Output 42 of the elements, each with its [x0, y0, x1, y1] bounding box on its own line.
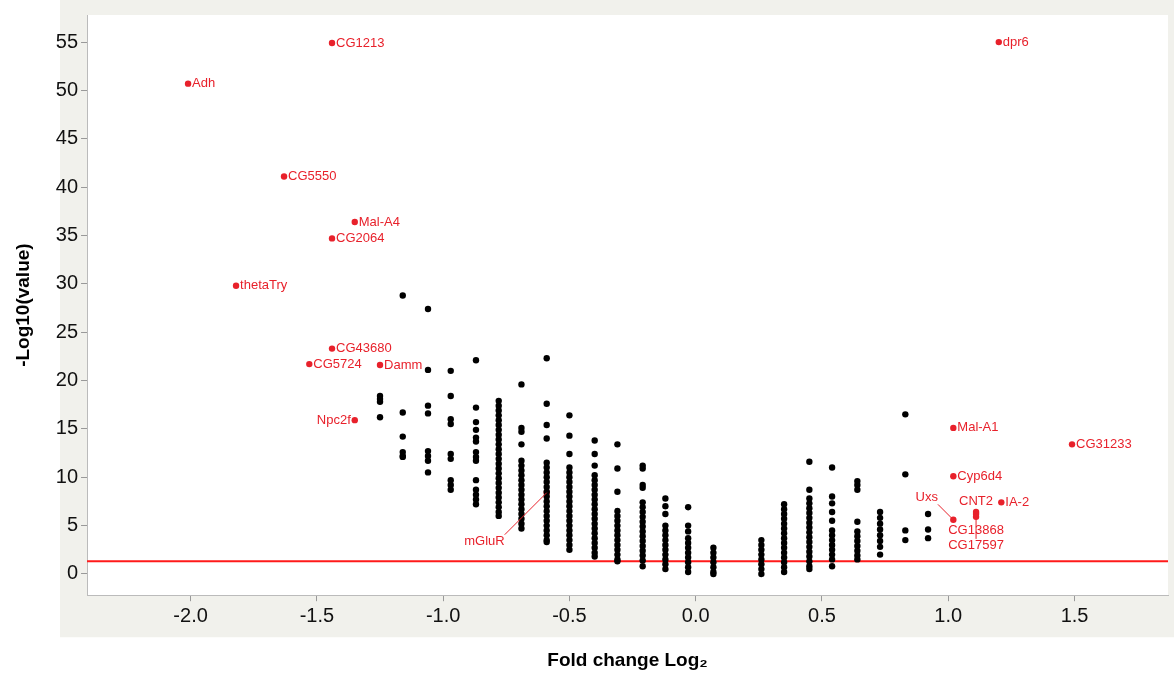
- x-tick-label: -0.5: [552, 603, 587, 626]
- annotation: Damm: [384, 356, 423, 372]
- y-tick-label: 55: [55, 29, 79, 52]
- annotation: Cyp6d4: [957, 467, 1003, 483]
- y-tick-label: 25: [55, 319, 79, 342]
- annotation: CG13868: [948, 522, 1004, 538]
- y-tick-label: 0: [66, 561, 79, 584]
- annotation: IA-2: [1005, 493, 1030, 509]
- y-axis-title: -Log10(value): [11, 243, 33, 367]
- annotation: CNT2: [959, 493, 994, 509]
- annotation: CG5550: [288, 168, 337, 184]
- annotation: CG2064: [336, 229, 385, 245]
- y-tick-label: 35: [55, 222, 79, 245]
- annotation: thetaTry: [240, 277, 288, 293]
- annotation: Uxs: [915, 489, 939, 505]
- x-tick-label: -1.5: [299, 603, 335, 626]
- annotation: CG31233: [1076, 435, 1132, 451]
- y-tick-label: 15: [55, 416, 79, 439]
- x-tick-label: -2.0: [173, 603, 208, 626]
- annotation: Adh: [192, 75, 216, 91]
- x-tick-label: -1.0: [425, 603, 461, 626]
- y-tick-label: 40: [55, 174, 79, 197]
- x-tick-label: 1.5: [1060, 603, 1089, 626]
- annotation: CG1213: [336, 34, 385, 50]
- annotation: CG17597: [948, 536, 1004, 552]
- x-axis-title: Fold change Log₂: [547, 648, 708, 670]
- x-tick-label: 0.5: [808, 603, 836, 626]
- annotation: Npc2f: [316, 411, 352, 427]
- annotation: CG5724: [313, 355, 362, 371]
- x-tick-label: 0.0: [681, 603, 710, 626]
- y-tick-label: 45: [55, 126, 79, 149]
- y-tick-label: 50: [55, 77, 79, 100]
- y-tick-label: 20: [55, 368, 79, 391]
- y-tick-label: 30: [55, 271, 79, 294]
- annotation: mGluR: [464, 532, 505, 548]
- annotation: Mal-A1: [957, 419, 999, 435]
- annotation: Mal-A4: [358, 213, 400, 229]
- annotation: dpr6: [1002, 33, 1029, 49]
- annotation: CG43680: [336, 340, 392, 356]
- x-tick-label: 1.0: [934, 603, 963, 626]
- y-tick-label: 10: [55, 464, 79, 487]
- y-tick-label: 5: [66, 513, 79, 536]
